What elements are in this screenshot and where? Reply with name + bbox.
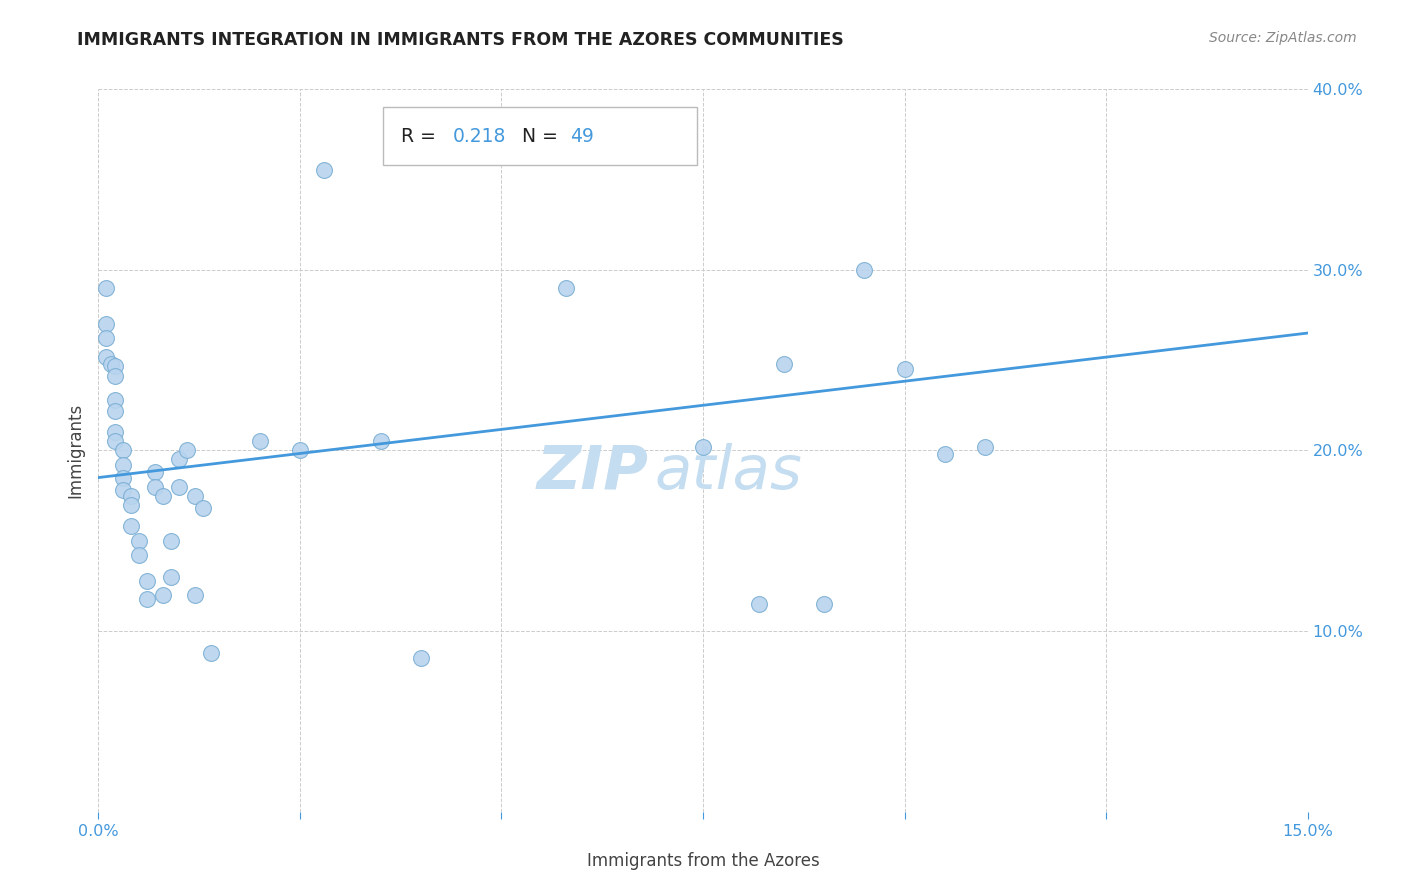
Point <box>176 443 198 458</box>
Point <box>103 434 125 449</box>
Point <box>167 452 190 467</box>
Point <box>853 263 876 277</box>
Point <box>555 281 578 295</box>
Point <box>103 359 125 373</box>
Point <box>120 489 142 503</box>
Point <box>143 465 166 479</box>
Point <box>692 440 714 454</box>
Point <box>249 434 271 449</box>
Point <box>772 357 794 371</box>
Point <box>160 533 183 548</box>
Point <box>200 646 222 660</box>
Point <box>111 443 134 458</box>
Point <box>748 597 770 611</box>
Text: ZIP: ZIP <box>537 442 648 501</box>
Y-axis label: Immigrants: Immigrants <box>66 403 84 498</box>
Point <box>152 489 174 503</box>
Text: N =: N = <box>522 127 564 145</box>
Point <box>120 519 142 533</box>
Point <box>893 362 915 376</box>
Point <box>96 350 118 364</box>
Point <box>111 470 134 484</box>
Point <box>120 498 142 512</box>
Point <box>128 548 150 562</box>
Point <box>409 651 432 665</box>
Point <box>370 434 392 449</box>
Point <box>96 317 118 331</box>
Text: atlas: atlas <box>655 442 803 501</box>
Point <box>135 591 157 606</box>
Point <box>103 425 125 440</box>
Point <box>100 357 122 371</box>
Point <box>167 480 190 494</box>
Point <box>813 597 835 611</box>
Point <box>103 369 125 384</box>
FancyBboxPatch shape <box>382 107 697 165</box>
Point <box>184 588 207 602</box>
Point <box>934 447 956 461</box>
Point <box>111 483 134 498</box>
Text: 49: 49 <box>569 127 593 145</box>
Point <box>128 533 150 548</box>
Point <box>143 480 166 494</box>
Point <box>974 440 997 454</box>
Text: IMMIGRANTS INTEGRATION IN IMMIGRANTS FROM THE AZORES COMMUNITIES: IMMIGRANTS INTEGRATION IN IMMIGRANTS FRO… <box>77 31 844 49</box>
Point <box>135 574 157 588</box>
Text: 0.218: 0.218 <box>453 127 506 145</box>
Point <box>193 501 215 516</box>
Text: R =: R = <box>401 127 441 145</box>
X-axis label: Immigrants from the Azores: Immigrants from the Azores <box>586 853 820 871</box>
Point <box>103 403 125 417</box>
Point <box>96 281 118 295</box>
Point <box>152 588 174 602</box>
Point <box>184 489 207 503</box>
Point <box>96 331 118 345</box>
Point <box>111 458 134 472</box>
Text: Source: ZipAtlas.com: Source: ZipAtlas.com <box>1209 31 1357 45</box>
Point <box>288 443 311 458</box>
Point <box>314 163 336 178</box>
Point <box>160 570 183 584</box>
Point <box>103 392 125 407</box>
